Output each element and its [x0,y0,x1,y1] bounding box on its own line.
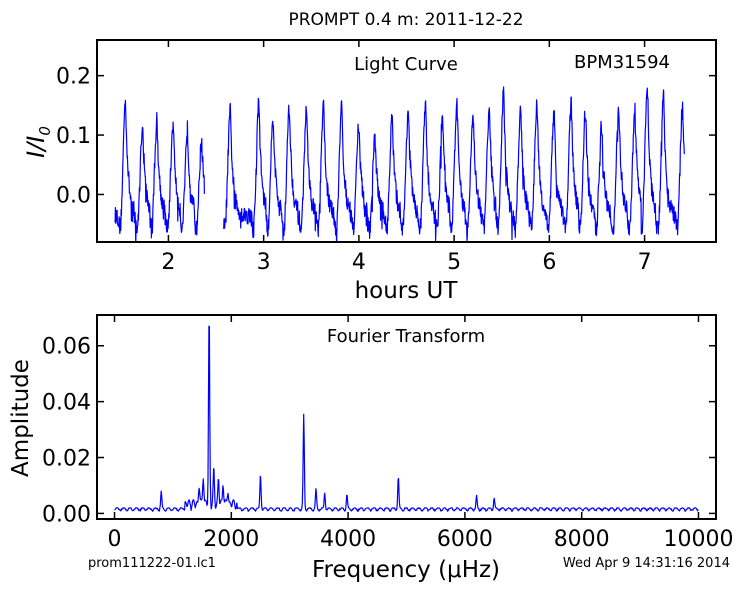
fourier-y-label: Amplitude [8,359,34,477]
y-tick-label: 0.06 [42,335,91,360]
fourier-series [114,325,699,512]
x-tick-label: 5 [447,250,461,275]
y-tick-label: 0.2 [56,65,91,90]
x-tick-label: 7 [638,250,652,275]
y-tick-label: 0.0 [56,183,91,208]
light-curve-annotation: Light Curve [354,54,458,75]
light-curve-x-label: hours UT [355,278,459,304]
light-curve-frame [96,39,717,243]
light-curve-series [114,86,685,242]
x-tick-label: 3 [257,250,271,275]
x-tick-label: 10000 [663,527,733,552]
light-curve-y-label: I/I0 [22,126,54,158]
x-tick-label: 8000 [554,527,610,552]
fourier-annotation: Fourier Transform [327,326,485,347]
y-tick-label: 0.1 [56,124,91,149]
x-tick-label: 6000 [437,527,493,552]
figure-title: PROMPT 0.4 m: 2011-12-22 [288,10,523,30]
y-tick-label: 0.00 [42,502,91,527]
footer-filename: prom111222-01.lc1 [88,556,216,571]
light-curve-y-label-main: I/I [22,136,50,158]
light-curve-y-ticks: 0.0 0.1 0.2 [56,65,716,208]
light-curve-x-ticks: 2 3 4 5 6 7 [161,40,652,275]
y-tick-label: 0.02 [42,447,91,472]
footer-timestamp: Wed Apr 9 14:31:16 2014 [563,556,730,571]
y-tick-label: 0.04 [42,391,91,416]
x-tick-label: 4 [352,250,366,275]
fourier-frame [96,314,717,520]
x-tick-label: 2000 [203,527,259,552]
light-curve-y-label-sub: 0 [36,126,54,136]
fourier-y-ticks: 0.00 0.02 0.04 0.06 [42,335,716,527]
x-tick-label: 2 [161,250,175,275]
fourier-x-label: Frequency (μHz) [312,557,500,583]
fourier-panel: 0 2000 4000 6000 8000 10000 0.000.020.040.06 … [8,314,733,583]
x-tick-label: 6 [542,250,556,275]
x-tick-label: 4000 [320,527,376,552]
object-label: BPM31594 [574,52,670,73]
light-curve-panel: 2 3 4 5 6 7 0.0 0.1 0.2 Light Curve BPM31594 ho… [22,39,717,304]
fourier-x-ticks: 0 2000 4000 6000 8000 10000 [108,315,733,552]
x-tick-label: 0 [108,527,122,552]
